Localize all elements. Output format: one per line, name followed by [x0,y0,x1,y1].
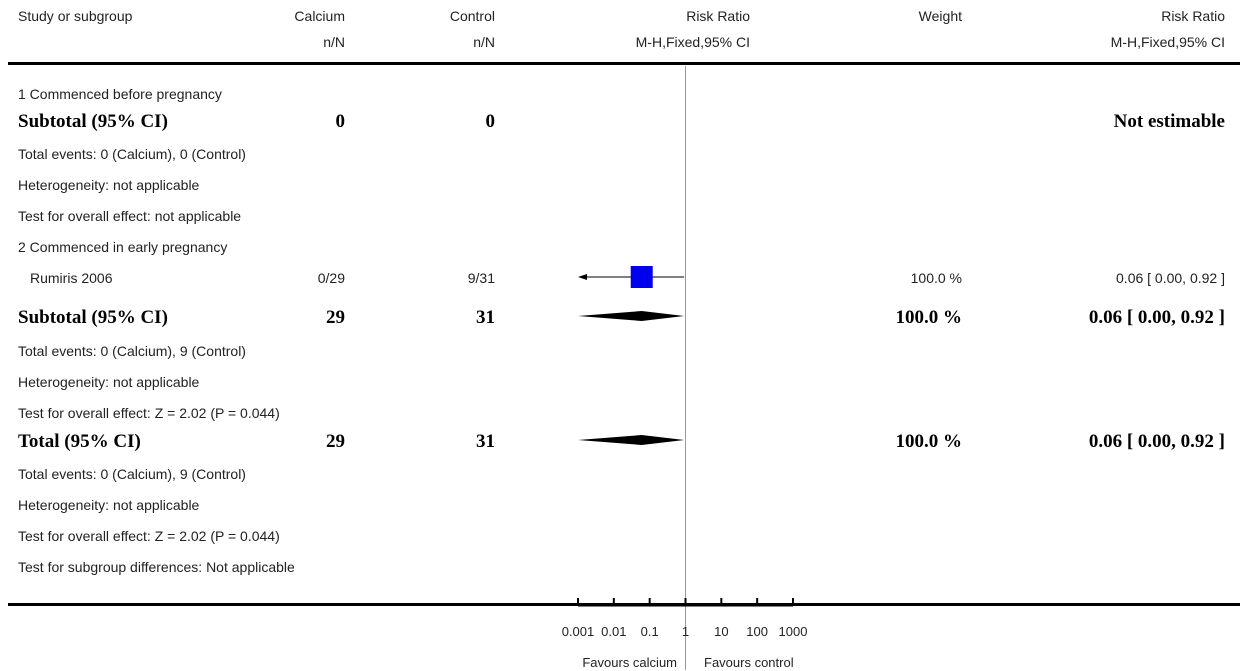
subtotal-weight: 100.0 % [895,307,963,328]
study-control: 9/31 [467,270,495,286]
study-marker [630,266,653,288]
header-rule [8,62,1240,65]
header-nN-calcium: n/N [323,34,345,50]
note-heterogeneity: Heterogeneity: not applicable [18,497,200,513]
tick-label-1000: 1000 [778,624,808,639]
note-overall-effect: Test for overall effect: Z = 2.02 (P = 0… [18,405,280,421]
ci-arrow-left [578,274,587,280]
total-control: 31 [476,431,495,452]
tick-label-0.001: 0.001 [561,624,595,639]
note-total-events: Total events: 0 (Calcium), 9 (Control) [18,466,246,482]
pooled-diamond [578,311,685,321]
note-subgroup-differences: Test for subgroup differences: Not appli… [18,559,295,575]
note-overall-effect: Test for overall effect: not applicable [18,208,242,224]
total-weight: 100.0 % [895,431,963,452]
pooled-diamond [578,435,685,445]
subtotal-label: Subtotal (95% CI) [18,111,168,132]
note-heterogeneity: Heterogeneity: not applicable [18,374,200,390]
study-calcium: 0/29 [317,270,345,286]
header-method-text: M-H,Fixed,95% CI [1110,34,1225,50]
tick-label-0.1: 0.1 [640,624,659,639]
total-calcium: 29 [326,431,345,452]
group-heading: 2 Commenced in early pregnancy [18,239,228,255]
subtotal-control: 0 [485,111,496,132]
study-name: Rumiris 2006 [30,270,113,286]
subtotal-control: 31 [476,307,495,328]
subtotal-label: Subtotal (95% CI) [18,307,168,328]
study-ci: 0.06 [ 0.00, 0.92 ] [1116,270,1225,286]
header-risk-ratio-text: Risk Ratio [1161,8,1225,24]
header-study-col: Study or subgroup [18,8,133,24]
note-total-events: Total events: 0 (Calcium), 9 (Control) [18,343,246,359]
tick-label-10: 10 [714,624,729,639]
header-weight: Weight [918,8,962,24]
header-control: Control [449,8,495,24]
header-risk-ratio-plot: Risk Ratio [686,8,750,24]
tick-label-0.01: 0.01 [601,624,627,639]
tick-label-100: 100 [746,624,768,639]
study-weight: 100.0 % [910,270,962,286]
header-calcium: Calcium [294,8,345,24]
total-label: Total (95% CI) [18,431,141,452]
subtotal-calcium: 29 [326,307,345,328]
header-method-plot: M-H,Fixed,95% CI [635,34,750,50]
header-nN-control: n/N [473,34,495,50]
tick-label-1: 1 [681,624,690,639]
note-total-events: Total events: 0 (Calcium), 0 (Control) [18,146,246,162]
subtotal-result: Not estimable [1113,111,1225,132]
note-overall-effect: Test for overall effect: Z = 2.02 (P = 0… [18,528,280,544]
total-ci: 0.06 [ 0.00, 0.92 ] [1088,431,1225,452]
subtotal-ci: 0.06 [ 0.00, 0.92 ] [1088,307,1225,328]
footer-rule [8,603,1240,606]
group-heading: 1 Commenced before pregnancy [18,86,222,102]
subtotal-calcium: 0 [335,111,346,132]
favours-right-label: Favours control [704,655,794,670]
note-heterogeneity: Heterogeneity: not applicable [18,177,200,193]
favours-left-label: Favours calcium [582,655,677,670]
